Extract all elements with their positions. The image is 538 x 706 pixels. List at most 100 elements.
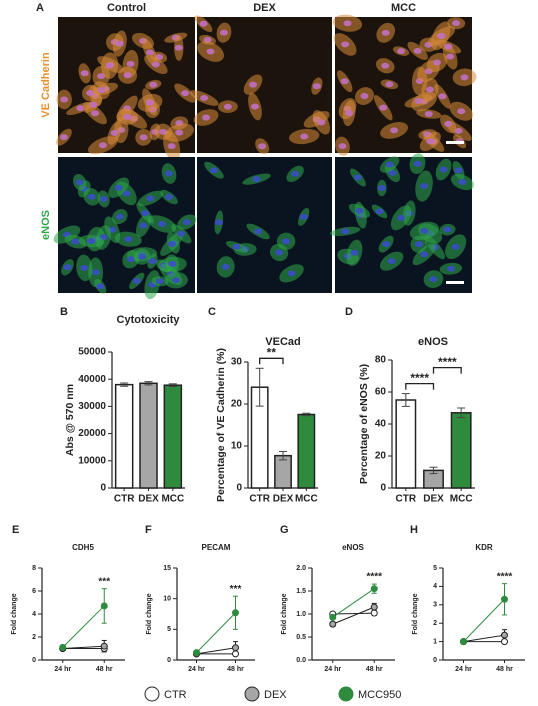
series-line [62,605,105,648]
chart-title: eNOS [342,543,364,552]
nucleus [458,179,467,186]
nucleus [420,227,429,234]
scale-bar [446,141,464,144]
nucleus [110,129,119,136]
nucleus [151,61,160,68]
nucleus [382,241,391,248]
nucleus [397,48,406,55]
point [370,585,378,593]
legend-label: MCC950 [358,689,401,701]
nucleus [89,101,98,108]
nucleus [177,230,186,237]
nucleus [60,134,69,141]
nucleus [375,208,384,215]
nucleus [98,142,107,149]
nucleus [149,81,158,88]
nucleus [97,87,106,94]
y-tick-label: 50000 [78,347,106,358]
y-tick-label: 40000 [78,374,106,385]
point [232,644,239,652]
nucleus [425,86,434,93]
nucleus [300,133,309,140]
nucleus [385,161,394,168]
y-tick-label: 0 [32,657,36,664]
nucleus [341,41,350,48]
nucleus [91,269,100,276]
y-tick-label: 0 [380,483,386,494]
nucleus [91,110,100,117]
y-tick-label: 4 [32,611,36,618]
nucleus [99,195,108,202]
x-tick-label: 48 hr [496,666,513,673]
nucleus [200,95,209,102]
point [501,595,508,603]
nucleus [381,29,390,36]
nucleus [146,195,155,202]
nucleus [60,96,69,103]
y-tick-label: 20000 [78,428,106,439]
nucleus [181,90,190,97]
x-tick-label: DEX [138,494,159,505]
chart-title: PECAM [202,543,231,552]
point [370,603,378,611]
y-tick-label: 20 [231,399,243,410]
nucleus [388,169,397,176]
y-tick-label: 15 [163,565,171,572]
nucleus [444,120,453,127]
nucleus [168,260,177,267]
y-tick-label: 2.0 [296,565,306,572]
y-tick-label: 10000 [78,455,106,466]
y-tick-label: 1.5 [296,588,306,595]
nucleus [221,263,230,270]
nucleus [250,103,259,110]
chart-title: VECad [265,336,300,348]
nucleus [437,32,446,39]
nucleus [424,110,433,117]
nucleus [139,222,148,229]
nucleus [252,176,261,183]
y-axis-label: Percentage of VE Cadherin (%) [215,348,227,502]
bar [274,454,292,489]
x-tick-label: 24 hr [455,666,472,673]
nucleus [387,258,396,265]
y-tick-label: 1 [433,638,437,645]
series-line [463,634,505,643]
nucleus [145,49,154,56]
significance-bracket [259,357,284,365]
y-axis-label: Fold change [412,593,419,634]
nucleus [115,40,124,47]
nucleus [96,283,105,290]
y-tick-label: 30 [231,357,243,368]
legend-label: DEX [264,689,287,701]
y-axis-label: Percentage of eNOS (%) [358,364,370,484]
point [100,642,108,650]
nucleus [414,98,423,105]
y-tick-label: 6 [32,588,36,595]
series-line [332,606,375,625]
nucleus [132,277,141,284]
legend-marker [244,686,260,702]
nucleus [460,74,469,81]
y-tick-label: 10 [163,596,171,603]
panel-label: B [60,306,68,318]
nucleus [360,93,369,100]
y-tick-label: 20 [375,451,387,462]
y-tick-label: 0 [433,657,437,664]
nucleus [343,20,352,27]
nucleus [126,60,135,67]
y-axis-label: Fold change [146,593,153,634]
point [370,609,378,617]
bar [395,399,417,489]
point [232,650,239,658]
nucleus [206,48,215,55]
point [329,620,337,628]
x-tick-label: DEX [423,494,444,505]
nucleus [439,166,448,173]
significance-label: *** [98,576,110,587]
nucleus [420,183,429,190]
y-tick-label: 1.0 [296,611,306,618]
nucleus [232,243,241,250]
y-tick-label: 8 [32,565,36,572]
nucleus [80,70,89,77]
